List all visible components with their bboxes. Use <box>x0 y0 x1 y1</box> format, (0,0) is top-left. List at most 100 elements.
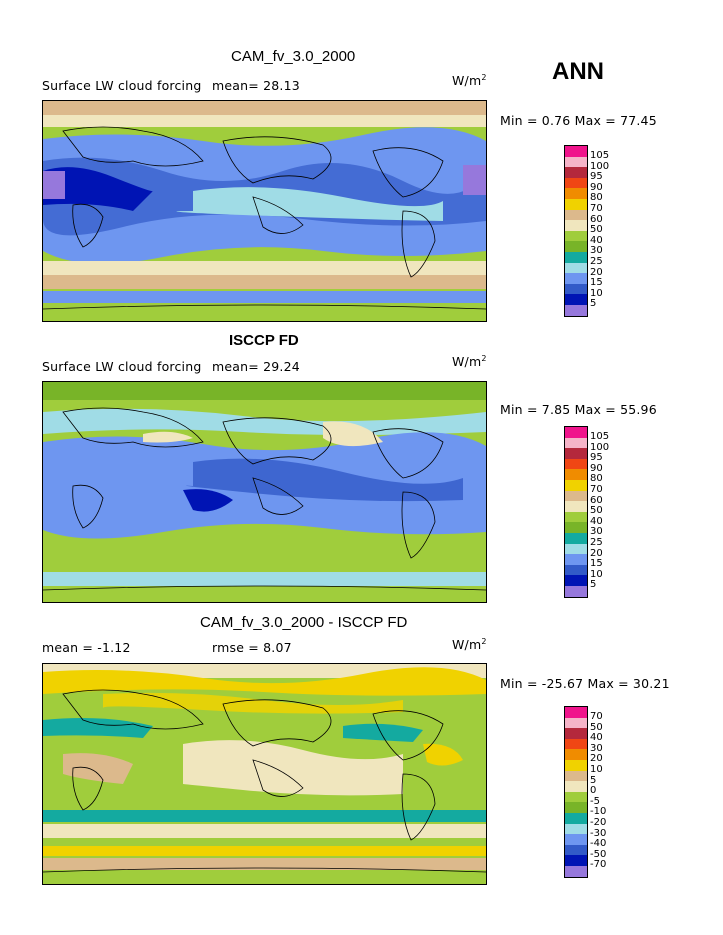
legend-swatch <box>564 294 588 305</box>
panel-units: W/m2 <box>452 354 487 370</box>
panel-minmax: Min = 0.76 Max = 77.45 <box>500 113 657 128</box>
legend-swatch <box>564 717 588 729</box>
legend-label: -10 <box>590 806 607 818</box>
legend-swatch <box>564 585 588 598</box>
legend-label: 10 <box>590 568 603 580</box>
legend-label: 40 <box>590 515 603 527</box>
legend-label: 10 <box>590 764 603 775</box>
season-label: ANN <box>552 58 604 85</box>
panel-mean: mean= 28.13 <box>212 78 300 93</box>
legend-label: 15 <box>590 558 603 570</box>
legend-swatch <box>564 781 588 792</box>
legend-label: 70 <box>590 203 603 214</box>
panel-mean: mean= 29.24 <box>212 359 300 374</box>
map-observation <box>42 381 487 603</box>
legend-label: 60 <box>590 494 603 506</box>
legend-label: 30 <box>590 245 603 257</box>
legend-label: 5 <box>590 579 597 591</box>
legend-swatch <box>564 802 588 813</box>
legend-swatch <box>564 532 588 544</box>
legend-swatch <box>564 167 588 178</box>
legend-swatch <box>564 273 588 284</box>
legend-label: 25 <box>590 537 603 548</box>
legend-label: -20 <box>590 817 607 828</box>
legend-swatch <box>564 458 588 470</box>
legend-swatch <box>564 834 588 845</box>
legend-label: -50 <box>590 848 607 860</box>
panel-rmse: rmse = 8.07 <box>212 640 292 655</box>
panel-title: ISCCP FD <box>229 332 299 349</box>
legend-swatches <box>564 706 588 878</box>
legend-swatch <box>564 437 588 449</box>
legend-swatch <box>564 198 588 210</box>
legend-swatch <box>564 188 588 199</box>
legend-swatch <box>564 759 588 771</box>
legend-swatches <box>564 145 588 317</box>
panel-subtitle: Surface LW cloud forcing <box>42 78 202 93</box>
legend-swatch <box>564 522 588 533</box>
legend-label: 80 <box>590 192 603 204</box>
legend-swatch <box>564 283 588 295</box>
legend-swatch <box>564 855 588 866</box>
legend-swatch <box>564 791 588 803</box>
legend-swatch <box>564 844 588 856</box>
legend-swatch <box>564 177 588 189</box>
legend-swatch <box>564 575 588 586</box>
legend-swatch <box>564 448 588 459</box>
legend-observation: 105 100 95 90 80 70 60 50 40 30 25 20 15… <box>564 426 609 598</box>
legend-label: 0 <box>590 785 597 797</box>
panel-units: W/m2 <box>452 637 487 653</box>
legend-swatch <box>564 469 588 480</box>
legend-label: 95 <box>590 452 603 464</box>
legend-label: 40 <box>590 732 603 744</box>
legend-swatch <box>564 145 588 157</box>
legend-swatch <box>564 241 588 252</box>
legend-label: 100 <box>590 441 610 453</box>
legend-label: 105 <box>590 431 610 442</box>
legend-swatches <box>564 426 588 598</box>
legend-label: -70 <box>590 859 607 871</box>
legend-label: 80 <box>590 473 603 485</box>
legend-swatch <box>564 426 588 438</box>
legend-swatch <box>564 706 588 718</box>
legend-label: 20 <box>590 753 603 765</box>
legend-swatch <box>564 738 588 750</box>
legend-label: 10 <box>590 287 603 299</box>
legend-swatch <box>564 479 588 491</box>
legend-swatch <box>564 511 588 523</box>
legend-swatch <box>564 728 588 739</box>
legend-swatch <box>564 156 588 168</box>
panel-title: CAM_fv_3.0_2000 - ISCCP FD <box>200 614 408 631</box>
legend-label: 50 <box>590 505 603 517</box>
legend-label: 30 <box>590 526 603 538</box>
legend-swatch <box>564 554 588 565</box>
legend-label: 90 <box>590 462 603 474</box>
map-model <box>42 100 487 322</box>
legend-swatch <box>564 230 588 242</box>
legend-label: 30 <box>590 742 603 754</box>
legend-swatch <box>564 812 588 824</box>
legend-label: -5 <box>590 795 600 807</box>
legend-swatch <box>564 823 588 835</box>
legend-swatch <box>564 770 588 782</box>
legend-label: 5 <box>590 298 597 310</box>
panel-minmax: Min = -25.67 Max = 30.21 <box>500 676 670 691</box>
panel-units: W/m2 <box>452 73 487 89</box>
legend-swatch <box>564 543 588 555</box>
legend-label: 95 <box>590 171 603 183</box>
legend-label: 40 <box>590 234 603 246</box>
legend-label: 70 <box>590 711 603 722</box>
legend-label: 25 <box>590 256 603 267</box>
legend-swatch <box>564 262 588 274</box>
legend-label: 5 <box>590 774 597 786</box>
legend-label: 15 <box>590 277 603 289</box>
legend-label: 20 <box>590 266 603 278</box>
legend-label: 90 <box>590 181 603 193</box>
legend-label: -30 <box>590 827 607 839</box>
legend-label: 70 <box>590 484 603 495</box>
legend-swatch <box>564 749 588 760</box>
legend-label: 50 <box>590 721 603 733</box>
panel-minmax: Min = 7.85 Max = 55.96 <box>500 402 657 417</box>
legend-label: -40 <box>590 838 607 850</box>
legend-swatch <box>564 490 588 502</box>
